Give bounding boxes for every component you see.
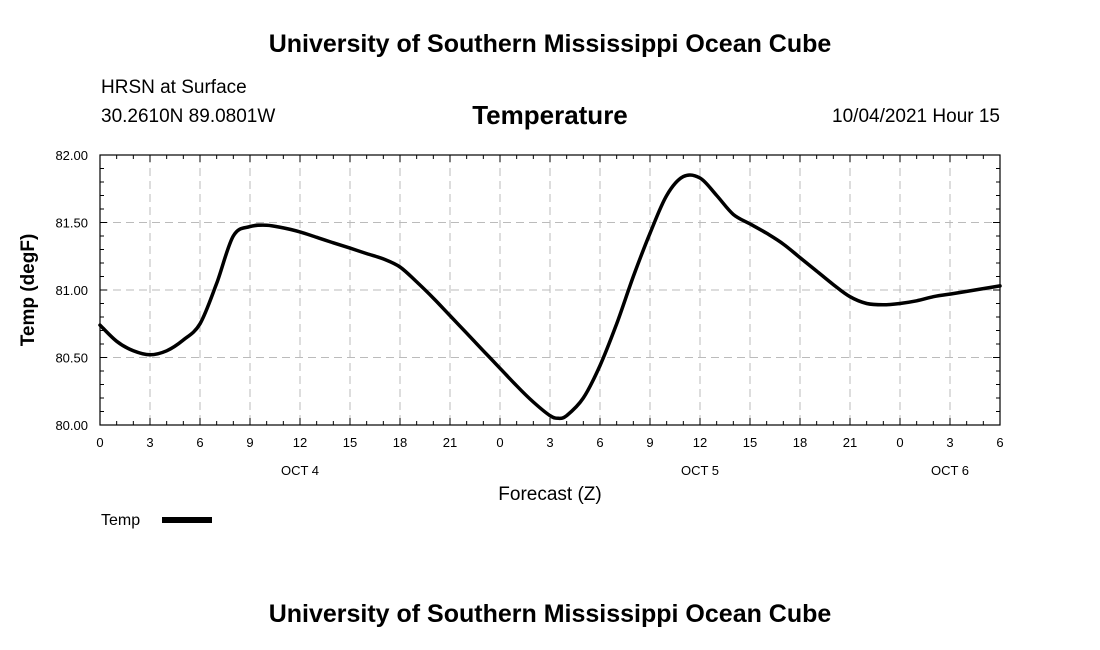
station-label: HRSN at Surface	[101, 77, 247, 98]
chart-title: Temperature	[472, 100, 628, 130]
series-line-temp	[98, 173, 1002, 421]
date-label: OCT 4	[281, 463, 319, 478]
x-tick-label: 0	[496, 435, 503, 450]
x-tick-label: 21	[843, 435, 857, 450]
x-tick-label: 0	[896, 435, 903, 450]
x-axis-label: Forecast (Z)	[498, 484, 601, 505]
x-tick-label: 21	[443, 435, 457, 450]
x-tick-label: 0	[96, 435, 103, 450]
y-tick-label: 81.00	[55, 283, 88, 298]
x-tick-label: 15	[743, 435, 757, 450]
footer-title: University of Southern Mississippi Ocean…	[268, 600, 832, 628]
legend-label-temp: Temp	[101, 512, 140, 529]
x-tick-label: 3	[146, 435, 153, 450]
y-tick-label: 80.50	[55, 351, 88, 366]
x-tick-label: 12	[293, 435, 307, 450]
plot-frame	[99, 154, 1001, 426]
x-tick-label: 15	[343, 435, 357, 450]
x-tick-label: 9	[646, 435, 653, 450]
x-tick-label: 3	[946, 435, 953, 450]
x-tick-label: 3	[546, 435, 553, 450]
x-tick-label: 12	[693, 435, 707, 450]
date-label: OCT 5	[681, 463, 719, 478]
y-tick-label: 80.00	[55, 418, 88, 433]
date-label: OCT 6	[931, 463, 969, 478]
grid	[100, 155, 1000, 425]
y-axis-label: Temp (degF)	[18, 234, 39, 347]
y-tick-label: 82.00	[55, 148, 88, 163]
x-tick-label: 18	[393, 435, 407, 450]
x-tick-label: 18	[793, 435, 807, 450]
page-title: University of Southern Mississippi Ocean…	[268, 30, 832, 58]
coordinates-label: 30.2610N 89.0801W	[101, 106, 276, 127]
datetime-label: 10/04/2021 Hour 15	[832, 106, 1000, 127]
y-tick-label: 81.50	[55, 216, 88, 231]
x-tick-label: 6	[996, 435, 1003, 450]
x-tick-label: 6	[596, 435, 603, 450]
x-tick-label: 9	[246, 435, 253, 450]
x-tick-label: 6	[196, 435, 203, 450]
axis-labels: 0 3 6 9 12 15 18 21 0 3 6 9 12 15 18 21 0 3 6 80.00 80.50 81.…	[55, 148, 1003, 478]
